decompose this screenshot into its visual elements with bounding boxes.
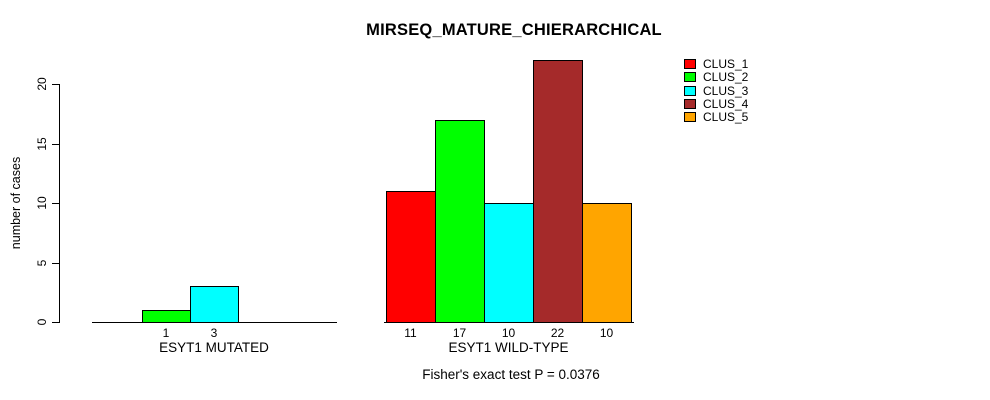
legend-item-clus_4: CLUS_4 <box>684 97 794 112</box>
legend-swatch-clus_4 <box>684 99 696 109</box>
y-axis-tick-label: 10 <box>35 196 49 210</box>
y-axis-label: number of cases <box>9 156 23 250</box>
legend-label: CLUS_4 <box>703 97 749 111</box>
y-axis-tick <box>52 144 59 145</box>
y-axis-tick-label: 15 <box>35 137 49 151</box>
bar-clus_5-esyt1-wild-type <box>582 203 632 323</box>
legend-swatch-clus_3 <box>684 86 696 96</box>
bar-value-label: 3 <box>210 326 218 340</box>
legend-swatch-clus_1 <box>684 59 696 69</box>
bar-clus_4-esyt1-wild-type <box>533 60 583 323</box>
legend-label: CLUS_1 <box>703 57 749 71</box>
bar-clus_3-esyt1-mutated <box>190 286 239 323</box>
bar-value-label: 17 <box>452 326 467 340</box>
y-axis <box>59 84 60 323</box>
bar-value-label: 22 <box>550 326 565 340</box>
y-axis-tick <box>52 322 59 323</box>
bar-value-label: 10 <box>599 326 614 340</box>
legend-label: CLUS_5 <box>703 110 749 124</box>
chart-title: MIRSEQ_MATURE_CHIERARCHICAL <box>366 21 662 39</box>
bar-value-label: 10 <box>501 326 516 340</box>
legend-swatch-clus_5 <box>684 112 696 122</box>
legend-swatch-clus_2 <box>684 72 696 82</box>
legend-item-clus_5: CLUS_5 <box>684 110 794 125</box>
y-axis-tick-label: 20 <box>35 77 49 91</box>
legend-item-clus_3: CLUS_3 <box>684 84 794 99</box>
bar-clus_2-esyt1-mutated <box>142 310 191 323</box>
legend-item-clus_2: CLUS_2 <box>684 70 794 85</box>
group-label-esyt1-mutated: ESYT1 MUTATED <box>159 340 269 355</box>
y-axis-tick <box>52 263 59 264</box>
bar-clus_3-esyt1-wild-type <box>484 203 534 323</box>
bar-clus_1-esyt1-wild-type <box>386 191 436 323</box>
annotation-fisher-test: Fisher's exact test P = 0.0376 <box>422 367 600 382</box>
bar-value-label: 1 <box>162 326 170 340</box>
bar-value-label: 11 <box>404 326 417 340</box>
y-axis-tick-label: 0 <box>35 318 49 326</box>
y-axis-tick <box>52 203 59 204</box>
bar-clus_2-esyt1-wild-type <box>435 119 485 323</box>
y-axis-tick-label: 5 <box>35 259 49 267</box>
group-label-esyt1-wild-type: ESYT1 WILD-TYPE <box>448 340 569 355</box>
legend-item-clus_1: CLUS_1 <box>684 57 794 72</box>
legend-label: CLUS_3 <box>703 84 749 98</box>
legend-label: CLUS_2 <box>703 70 749 84</box>
y-axis-tick <box>52 84 59 85</box>
